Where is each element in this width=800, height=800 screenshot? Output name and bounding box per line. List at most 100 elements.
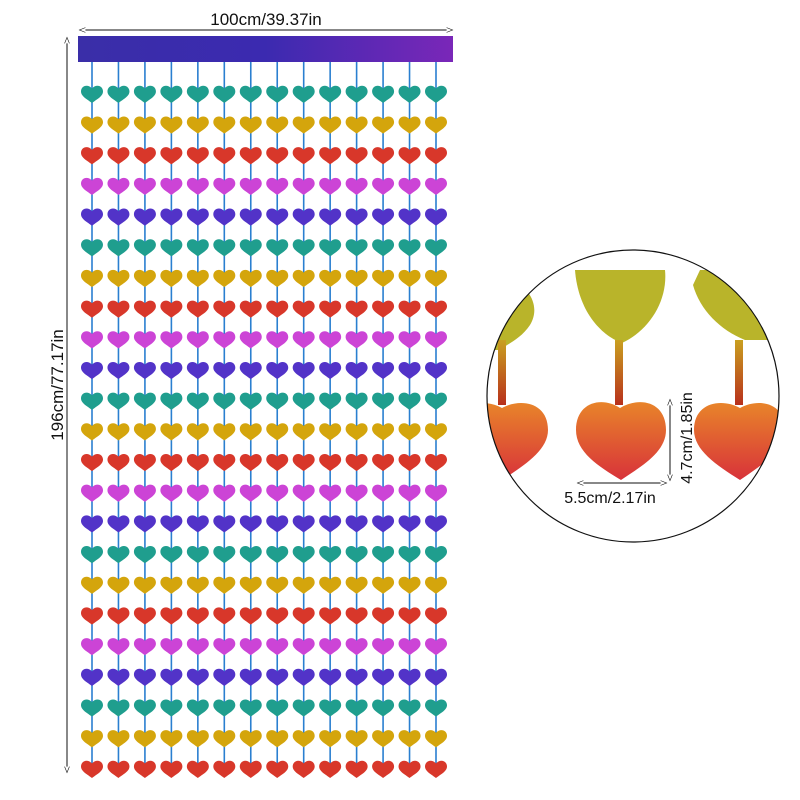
curtain-heart	[266, 300, 289, 318]
curtain-heart	[345, 361, 368, 380]
curtain-heart	[398, 239, 421, 257]
curtain-heart	[345, 638, 368, 656]
curtain-heart	[160, 85, 183, 103]
curtain-heart	[345, 515, 368, 533]
detail-top-heart-left	[487, 270, 535, 350]
curtain-heart	[160, 576, 183, 594]
curtain-heart	[292, 85, 315, 103]
curtain-heart	[213, 85, 236, 103]
curtain-heart	[107, 453, 130, 472]
curtain-heart	[345, 208, 368, 226]
curtain-heart	[425, 453, 447, 472]
curtain-heart	[345, 177, 368, 196]
curtain-heart	[345, 760, 368, 778]
heart-height-label: 4.7cm/1.85in	[679, 392, 696, 484]
curtain-heart	[425, 638, 447, 656]
curtain-heart	[425, 760, 447, 778]
curtain-heart	[239, 177, 262, 196]
curtain-heart	[213, 269, 236, 288]
curtain-heart	[292, 147, 315, 165]
curtain-heart	[239, 85, 262, 103]
curtain-heart	[319, 300, 342, 318]
curtain-heart	[107, 177, 130, 196]
curtain-heart	[107, 576, 130, 594]
curtain-heart	[213, 730, 236, 748]
curtain-heart	[319, 423, 342, 441]
curtain-heart	[372, 392, 395, 410]
curtain-heart	[372, 116, 395, 134]
curtain-heart	[107, 331, 130, 349]
curtain-heart	[107, 269, 130, 288]
curtain-heart	[107, 638, 130, 656]
curtain-heart	[213, 546, 236, 564]
curtain-heart	[133, 177, 156, 196]
curtain-heart	[239, 392, 262, 410]
curtain-heart	[292, 331, 315, 349]
curtain-heart	[160, 361, 183, 380]
curtain-heart	[292, 638, 315, 656]
curtain-heart	[133, 208, 156, 226]
curtain-heart	[133, 760, 156, 778]
curtain-heart	[319, 331, 342, 349]
curtain-heart	[292, 576, 315, 594]
curtain-heart	[239, 300, 262, 318]
curtain-heart	[213, 453, 236, 472]
curtain-heart	[239, 331, 262, 349]
detail-top-heart-right	[693, 270, 779, 340]
curtain-heart	[133, 392, 156, 410]
curtain-heart	[186, 208, 209, 226]
curtain-heart	[345, 331, 368, 349]
curtain-heart	[398, 361, 421, 380]
curtain-heart	[239, 239, 262, 257]
curtain-heart	[292, 730, 315, 748]
curtain-heart	[81, 239, 103, 257]
curtain-heart	[107, 668, 130, 686]
curtain-heart	[107, 699, 130, 717]
curtain-heart	[81, 607, 103, 625]
curtain-heart	[213, 361, 236, 380]
curtain-heart	[345, 85, 368, 103]
curtain-heart	[239, 423, 262, 441]
curtain-heart	[107, 361, 130, 380]
curtain-heart	[239, 699, 262, 717]
detail-circle-outline	[486, 249, 780, 543]
curtain-heart	[292, 423, 315, 441]
curtain-heart	[266, 638, 289, 656]
curtain-heart	[398, 515, 421, 533]
curtain-heart	[398, 607, 421, 625]
curtain-heart	[398, 331, 421, 349]
curtain-heart	[398, 423, 421, 441]
detail-heart-left	[487, 403, 548, 480]
curtain-heart	[372, 85, 395, 103]
curtain-heart	[133, 300, 156, 318]
curtain-heart	[81, 269, 103, 288]
curtain-heart	[186, 730, 209, 748]
curtain-heart	[107, 730, 130, 748]
curtain-heart	[107, 300, 130, 318]
curtain-heart	[372, 300, 395, 318]
curtain-heart	[266, 423, 289, 441]
curtain-heart	[319, 208, 342, 226]
curtain-heart	[345, 484, 368, 502]
curtain-heart	[160, 453, 183, 472]
curtain-heart	[372, 638, 395, 656]
curtain-heart	[372, 668, 395, 686]
curtain-heart	[133, 515, 156, 533]
curtain-heart	[107, 515, 130, 533]
curtain-heart	[372, 239, 395, 257]
curtain-heart	[160, 300, 183, 318]
curtain-heart	[292, 239, 315, 257]
curtain-heart	[319, 730, 342, 748]
curtain-heart	[425, 392, 447, 410]
curtain-heart	[213, 576, 236, 594]
curtain-heart	[213, 760, 236, 778]
curtain-heart	[133, 361, 156, 380]
curtain-heart	[292, 453, 315, 472]
curtain-heart	[425, 269, 447, 288]
curtain-heart	[213, 147, 236, 165]
curtain-heart	[81, 208, 103, 226]
curtain-heart	[107, 208, 130, 226]
curtain-heart	[319, 515, 342, 533]
curtain-heart	[372, 484, 395, 502]
